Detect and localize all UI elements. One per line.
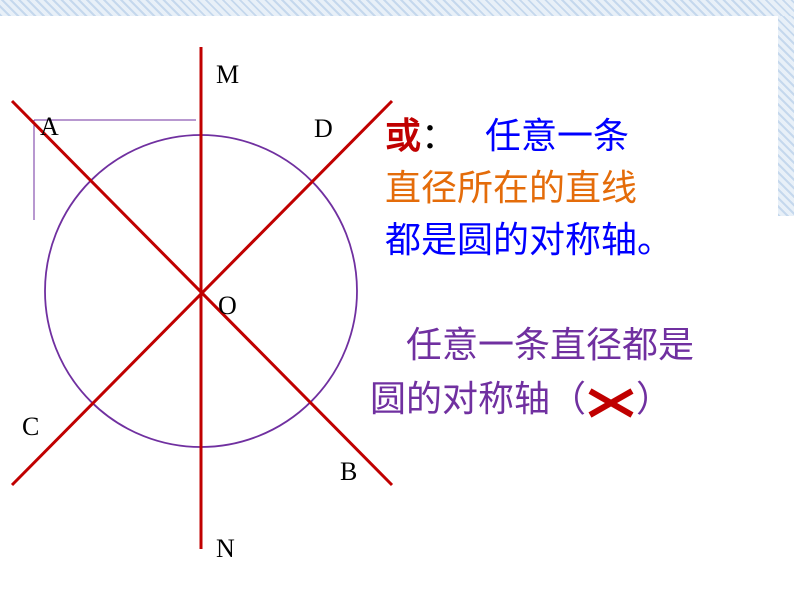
is-axis: 都是圆的对称轴	[385, 220, 637, 260]
label-c: C	[22, 412, 39, 442]
label-b: B	[340, 457, 357, 487]
stmt2-close: ）	[636, 379, 672, 419]
circle-diagram	[0, 0, 420, 596]
stmt2-line2: 圆的对称轴（	[370, 379, 586, 419]
stmt2-line1: 任意一条直径都是	[406, 325, 694, 365]
period: 。	[637, 220, 673, 260]
statement-2: 任意一条直径都是 圆的对称轴（ ）	[370, 318, 790, 426]
cross-mark-icon	[586, 388, 636, 418]
label-d: D	[314, 114, 333, 144]
statement-1: 或： 任意一条 直径所在的直线 都是圆的对称轴。	[385, 110, 785, 267]
label-m: M	[216, 60, 239, 90]
label-n: N	[216, 534, 235, 564]
colon: ：	[421, 116, 457, 156]
diameter-line: 直径所在的直线	[385, 168, 637, 208]
any-line: 任意一条	[485, 116, 629, 156]
label-o: O	[218, 291, 237, 321]
word-or: 或	[385, 116, 421, 156]
label-a: A	[40, 112, 59, 142]
